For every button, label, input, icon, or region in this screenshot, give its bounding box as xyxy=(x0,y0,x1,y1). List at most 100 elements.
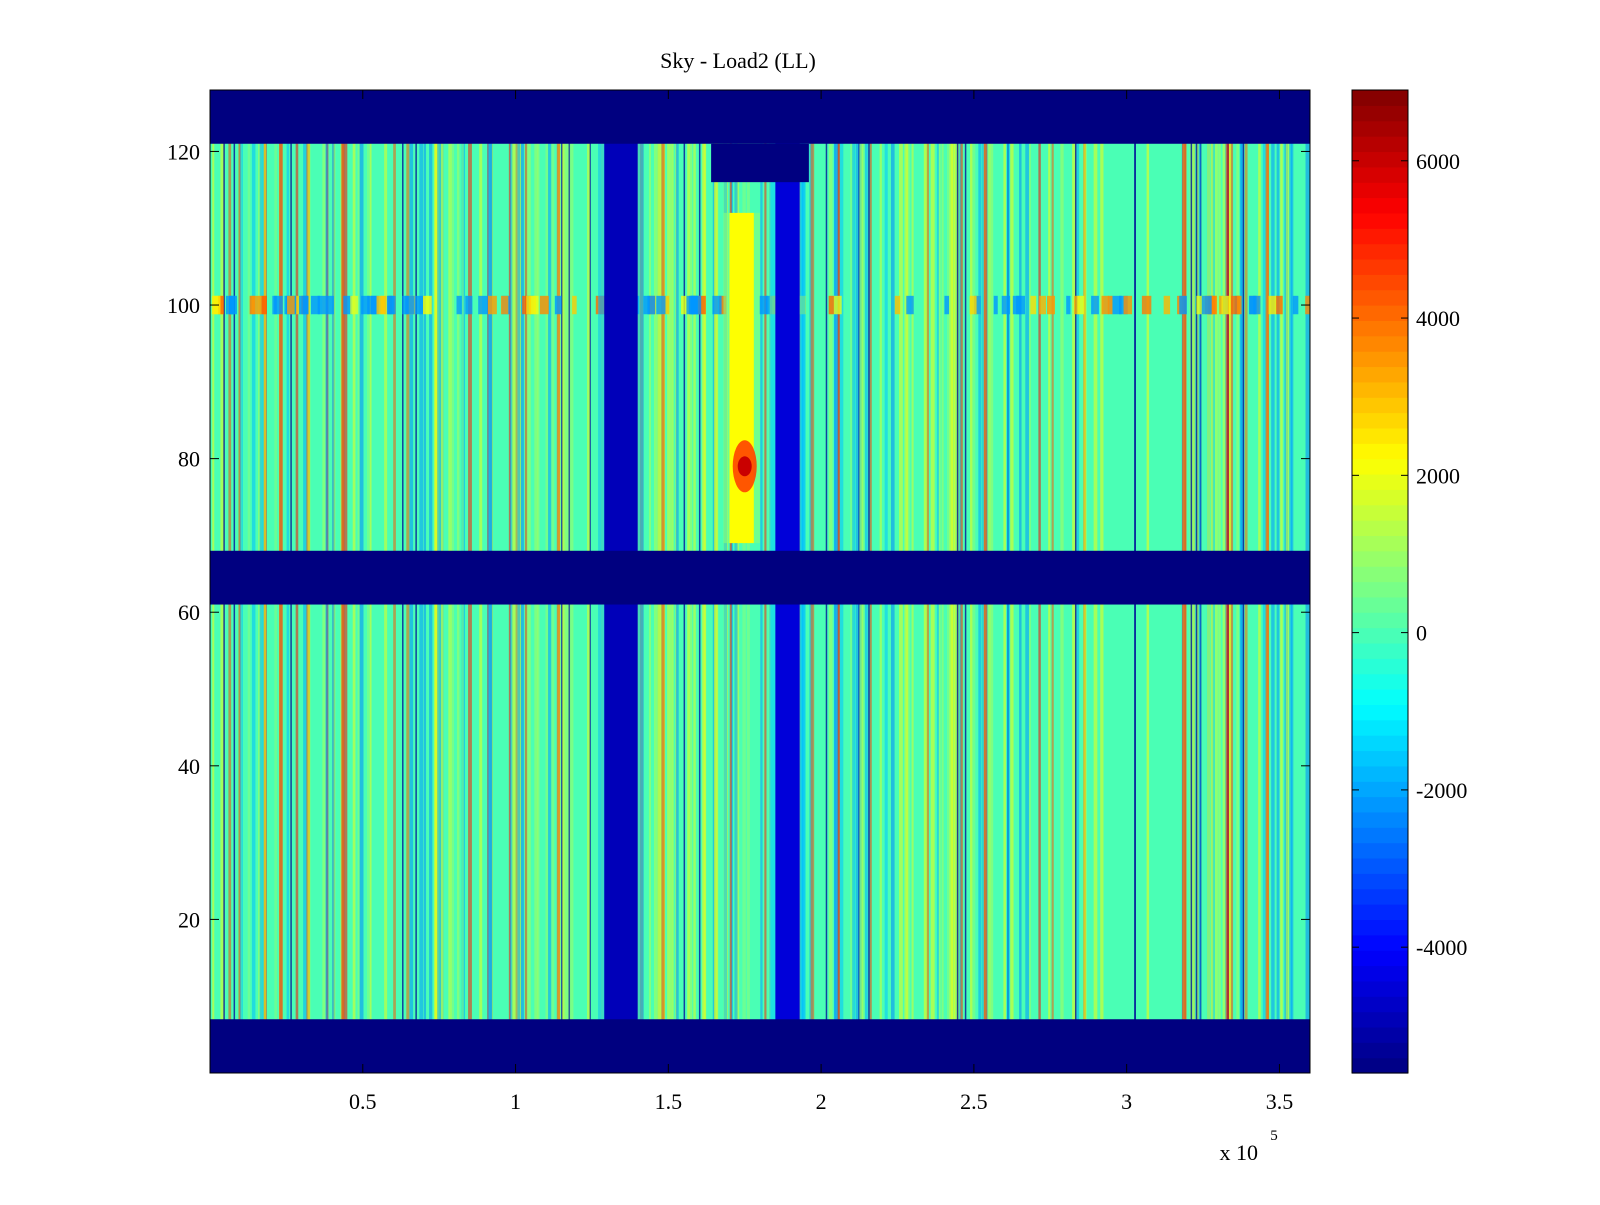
colorbar-cell xyxy=(1352,473,1408,490)
colorbar-cell xyxy=(1352,504,1408,521)
colorbar-cell xyxy=(1352,412,1408,429)
noisy-row-cell xyxy=(1141,295,1152,315)
noisy-row-cell xyxy=(1179,295,1187,315)
masked-row-0 xyxy=(210,1019,1310,1073)
colorbar-tick-label: 6000 xyxy=(1416,149,1460,174)
colorbar-cell xyxy=(1352,796,1408,813)
noisy-row-cell xyxy=(765,295,772,315)
colorbar-cell xyxy=(1352,980,1408,997)
colorbar-cell xyxy=(1352,366,1408,383)
x-tick-label: 2.5 xyxy=(960,1089,988,1114)
colorbar-cell xyxy=(1352,765,1408,782)
noisy-row-cell xyxy=(1253,295,1261,315)
noisy-row-cell xyxy=(1268,295,1277,315)
colorbar-cell xyxy=(1352,197,1408,214)
colorbar-cell xyxy=(1352,258,1408,275)
y-tick-label: 80 xyxy=(178,447,200,472)
noisy-row-cell xyxy=(643,295,650,315)
noisy-row-cell xyxy=(698,295,706,315)
noisy-row-cell xyxy=(828,295,835,315)
colorbar-cell xyxy=(1352,627,1408,644)
x-tick-label: 1.5 xyxy=(655,1089,683,1114)
colorbar-cell xyxy=(1352,596,1408,613)
colorbar-cell xyxy=(1352,873,1408,890)
noisy-row-cell xyxy=(1030,295,1037,315)
colorbar-cell xyxy=(1352,934,1408,951)
colorbar-cell xyxy=(1352,550,1408,567)
noisy-row-cell xyxy=(1237,295,1242,315)
colorbar-cell xyxy=(1352,351,1408,368)
y-tick-label: 20 xyxy=(178,907,200,932)
colorbar-cell xyxy=(1352,642,1408,659)
colorbar-cell xyxy=(1352,458,1408,475)
colorbar-cell xyxy=(1352,673,1408,690)
colorbar-cell xyxy=(1352,427,1408,444)
noisy-row-cell xyxy=(317,295,328,315)
noisy-row-cell xyxy=(456,295,462,315)
noisy-row-cell xyxy=(1119,295,1128,315)
colorbar-cell xyxy=(1352,520,1408,537)
colorbar-cell xyxy=(1352,397,1408,414)
noisy-row-cell xyxy=(1221,295,1231,315)
colorbar: -4000 -2000 0 2000 4000 6000 xyxy=(1351,89,1467,1074)
y-tick-label: 100 xyxy=(167,293,200,318)
noisy-row-cell xyxy=(422,295,432,315)
colorbar-cell xyxy=(1352,857,1408,874)
noisy-row-cell xyxy=(993,295,998,315)
x-tick-label: 2 xyxy=(816,1089,827,1114)
colorbar-cell xyxy=(1352,182,1408,199)
noisy-row-cell xyxy=(218,295,224,315)
masked-row-2 xyxy=(210,90,1310,144)
colorbar-cell xyxy=(1352,581,1408,598)
noisy-row-cell xyxy=(522,295,528,315)
noisy-row-cell xyxy=(376,295,387,315)
colorbar-cell xyxy=(1352,228,1408,245)
colorbar-cell xyxy=(1352,1011,1408,1028)
noisy-row-cell xyxy=(287,295,295,315)
noisy-row-cell xyxy=(274,295,283,315)
colorbar-cell xyxy=(1352,658,1408,675)
colorbar-cell xyxy=(1352,166,1408,183)
noisy-row-cell xyxy=(572,295,577,315)
noisy-row-cell xyxy=(343,295,352,315)
noisy-row-cell xyxy=(759,295,768,315)
noisy-row-cell xyxy=(487,295,497,315)
noisy-row-cell xyxy=(1101,295,1109,315)
noisy-row-cell xyxy=(530,295,539,315)
noisy-row-cell xyxy=(405,295,415,315)
noisy-row-cell xyxy=(350,295,358,315)
noisy-row-cell xyxy=(298,295,309,315)
colorbar-cell xyxy=(1352,965,1408,982)
noisy-row-cell xyxy=(1231,295,1241,315)
colorbar-cell xyxy=(1352,689,1408,705)
colorbar-tick-label: -2000 xyxy=(1416,778,1467,803)
colorbar-cell xyxy=(1352,151,1408,168)
plot-frame xyxy=(209,89,1311,1074)
colorbar-cell xyxy=(1352,243,1408,260)
noisy-row-cell xyxy=(1112,295,1122,315)
noisy-row-cell xyxy=(1292,295,1299,315)
colorbar-cell xyxy=(1352,305,1408,321)
colorbar-cell xyxy=(1352,735,1408,752)
colorbar-cell xyxy=(1352,489,1408,506)
x-tick-label: 3 xyxy=(1121,1089,1132,1114)
noisy-row-cell xyxy=(647,295,655,315)
colorbar-cell xyxy=(1352,781,1408,798)
y-tick-label: 120 xyxy=(167,139,200,164)
noisy-row-cell xyxy=(944,295,950,315)
noisy-row-cell xyxy=(693,295,702,315)
colorbar-cell xyxy=(1352,335,1408,352)
colorbar-cell xyxy=(1352,566,1408,583)
colorbar-cell xyxy=(1352,919,1408,936)
noisy-row-cell xyxy=(1073,295,1080,315)
colorbar-tick-label: 0 xyxy=(1416,621,1427,646)
noisy-row-cell xyxy=(326,295,334,315)
noisy-row-cell xyxy=(261,295,267,315)
colorbar-cell xyxy=(1352,842,1408,859)
noisy-row-cell xyxy=(1208,295,1217,315)
colorbar-cell xyxy=(1352,1042,1408,1059)
colorbar-cell xyxy=(1352,289,1408,306)
masked-notch xyxy=(711,143,809,183)
noisy-row-cell xyxy=(894,295,901,315)
